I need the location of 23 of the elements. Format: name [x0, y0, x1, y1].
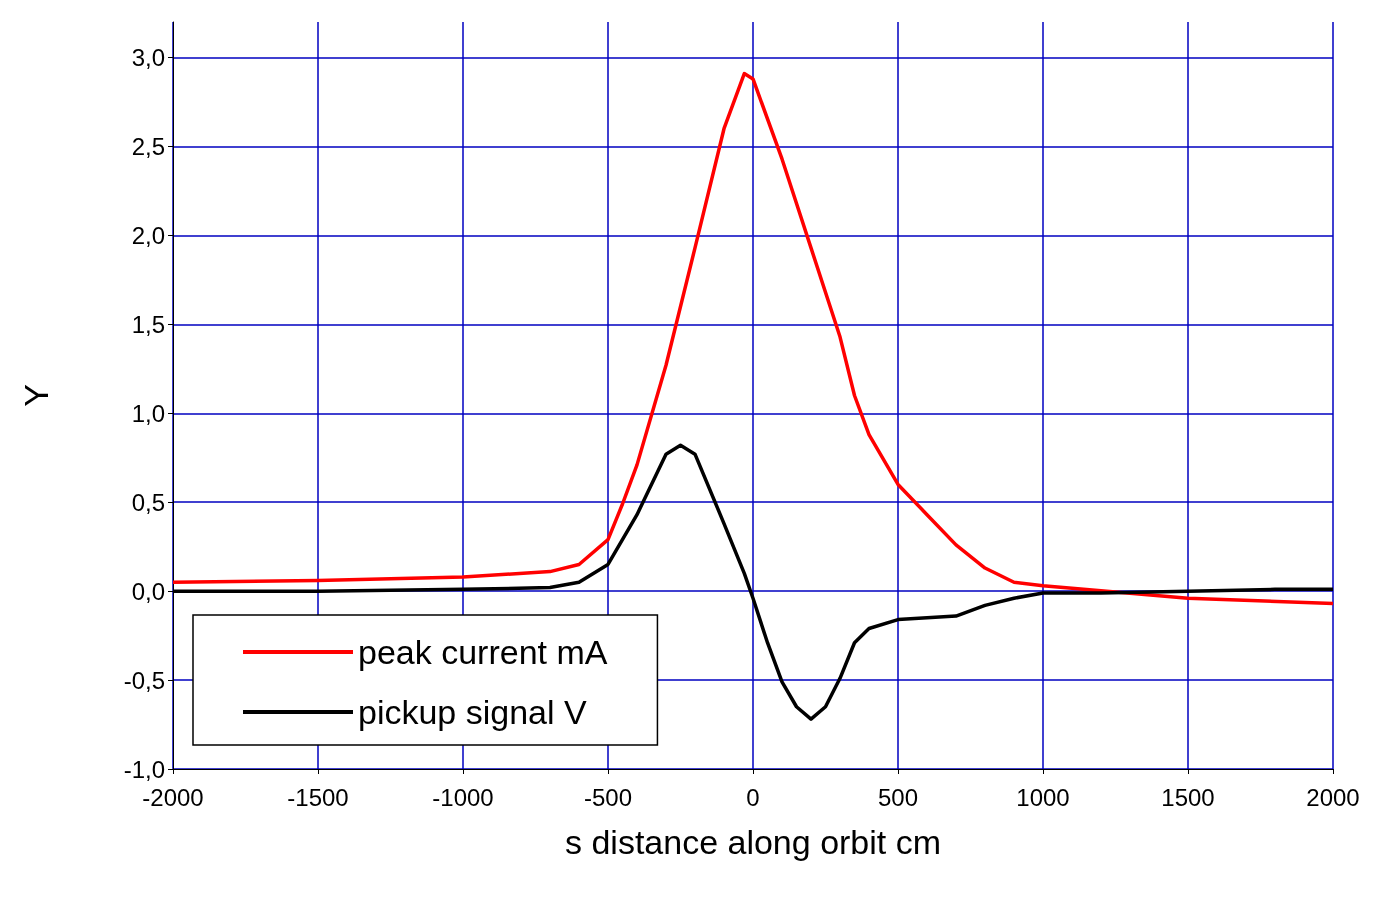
- y-tick-label: -0,5: [123, 666, 165, 694]
- x-tick-label: 0: [746, 783, 760, 811]
- x-tick-label: -1500: [287, 783, 349, 811]
- x-tick-label: 1500: [1161, 783, 1215, 811]
- y-tick-label: 2,5: [131, 133, 165, 160]
- legend-label: pickup signal V: [358, 693, 588, 731]
- y-tick-label: 1,5: [131, 310, 165, 338]
- x-axis-title: s distance along orbit cm: [564, 823, 942, 861]
- y-tick-label: 0,5: [131, 488, 165, 516]
- x-tick-label: -1000: [432, 783, 494, 811]
- x-tick-label: -2000: [142, 783, 204, 811]
- x-tick-label: 500: [877, 783, 919, 811]
- x-tick-label: 2000: [1306, 783, 1360, 811]
- x-tick-label: 1000: [1016, 783, 1070, 811]
- y-axis-title: Y: [17, 384, 55, 407]
- y-tick-label: 0,0: [131, 577, 165, 605]
- y-tick-label: 3,0: [131, 44, 165, 72]
- legend-label: peak current mA: [358, 633, 608, 671]
- y-tick-label: 1,0: [131, 399, 165, 427]
- y-tick-label: 2,0: [131, 221, 165, 249]
- x-tick-label: -500: [583, 783, 633, 811]
- y-tick-label: -1,0: [123, 755, 165, 783]
- line-series: [171, 71, 1335, 606]
